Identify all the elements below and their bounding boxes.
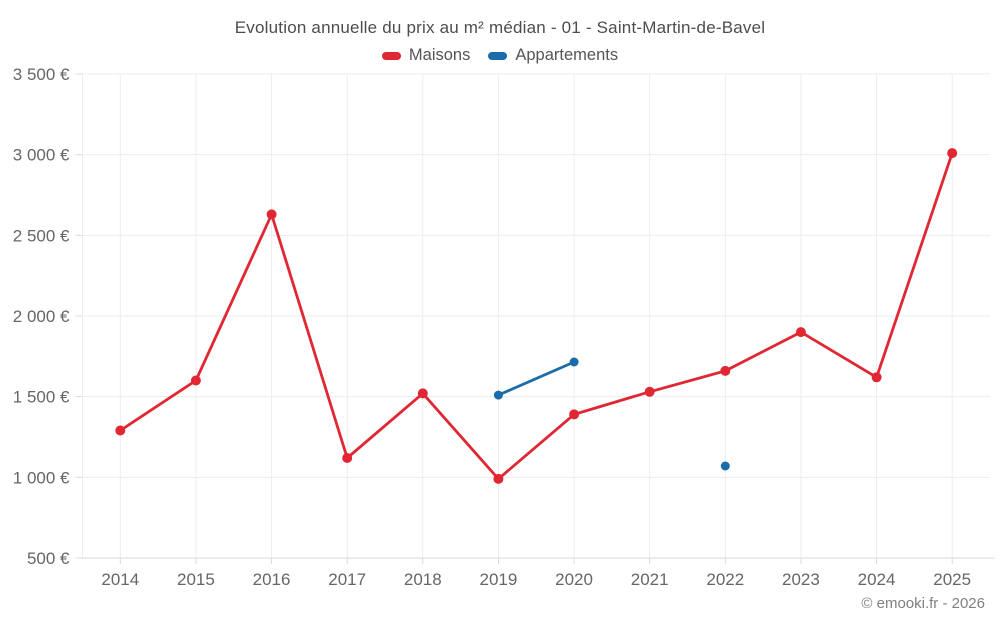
y-tick-label: 2 500 € [13, 226, 70, 245]
data-point-appartements-2020[interactable] [569, 357, 579, 367]
data-point-maisons-2019[interactable] [493, 473, 504, 484]
x-tick-label: 2016 [253, 570, 291, 589]
data-point-appartements-2022[interactable] [720, 461, 730, 471]
y-tick-label: 3 000 € [13, 146, 70, 165]
data-point-maisons-2015[interactable] [190, 375, 201, 386]
y-tick-label: 2 000 € [13, 307, 70, 326]
copyright: © emooki.fr - 2026 [861, 595, 985, 612]
x-tick-label: 2023 [782, 570, 820, 589]
y-tick-label: 500 € [27, 549, 70, 568]
appartements-swatch-icon [488, 51, 508, 60]
y-tick-label: 1 000 € [13, 468, 70, 487]
x-tick-label: 2017 [328, 570, 366, 589]
x-tick-label: 2021 [631, 570, 669, 589]
data-point-maisons-2025[interactable] [947, 148, 958, 159]
data-point-maisons-2024[interactable] [871, 372, 882, 383]
legend-label-appartements: Appartements [515, 46, 619, 64]
x-tick-label: 2019 [480, 570, 518, 589]
data-point-maisons-2020[interactable] [569, 409, 580, 420]
data-point-appartements-2019[interactable] [493, 390, 503, 400]
legend-item-appartements[interactable]: Appartements [488, 46, 618, 65]
chart-legend: Maisons Appartements [0, 46, 1000, 65]
data-point-maisons-2022[interactable] [720, 365, 731, 376]
legend-label-maisons: Maisons [408, 46, 471, 64]
chart-title: Evolution annuelle du prix au m² médian … [234, 18, 766, 37]
data-point-maisons-2018[interactable] [417, 388, 428, 399]
data-point-maisons-2021[interactable] [644, 386, 655, 397]
data-point-maisons-2014[interactable] [115, 425, 126, 436]
data-point-maisons-2017[interactable] [342, 453, 353, 463]
x-tick-label: 2020 [555, 570, 593, 589]
x-tick-label: 2025 [933, 570, 971, 589]
y-tick-label: 1 500 € [13, 388, 70, 407]
maisons-line [118, 151, 954, 481]
x-tick-label: 2018 [404, 570, 442, 589]
maisons-swatch-icon [381, 51, 401, 60]
data-point-maisons-2016[interactable] [266, 209, 277, 220]
legend-item-maisons[interactable]: Maisons [381, 46, 471, 65]
x-tick-label: 2015 [177, 570, 215, 589]
x-tick-label: 2022 [706, 570, 744, 589]
x-tick-label: 2014 [101, 570, 139, 589]
y-tick-label: 3 500 € [13, 65, 70, 84]
x-tick-label: 2024 [858, 570, 896, 589]
data-point-maisons-2023[interactable] [795, 327, 806, 338]
